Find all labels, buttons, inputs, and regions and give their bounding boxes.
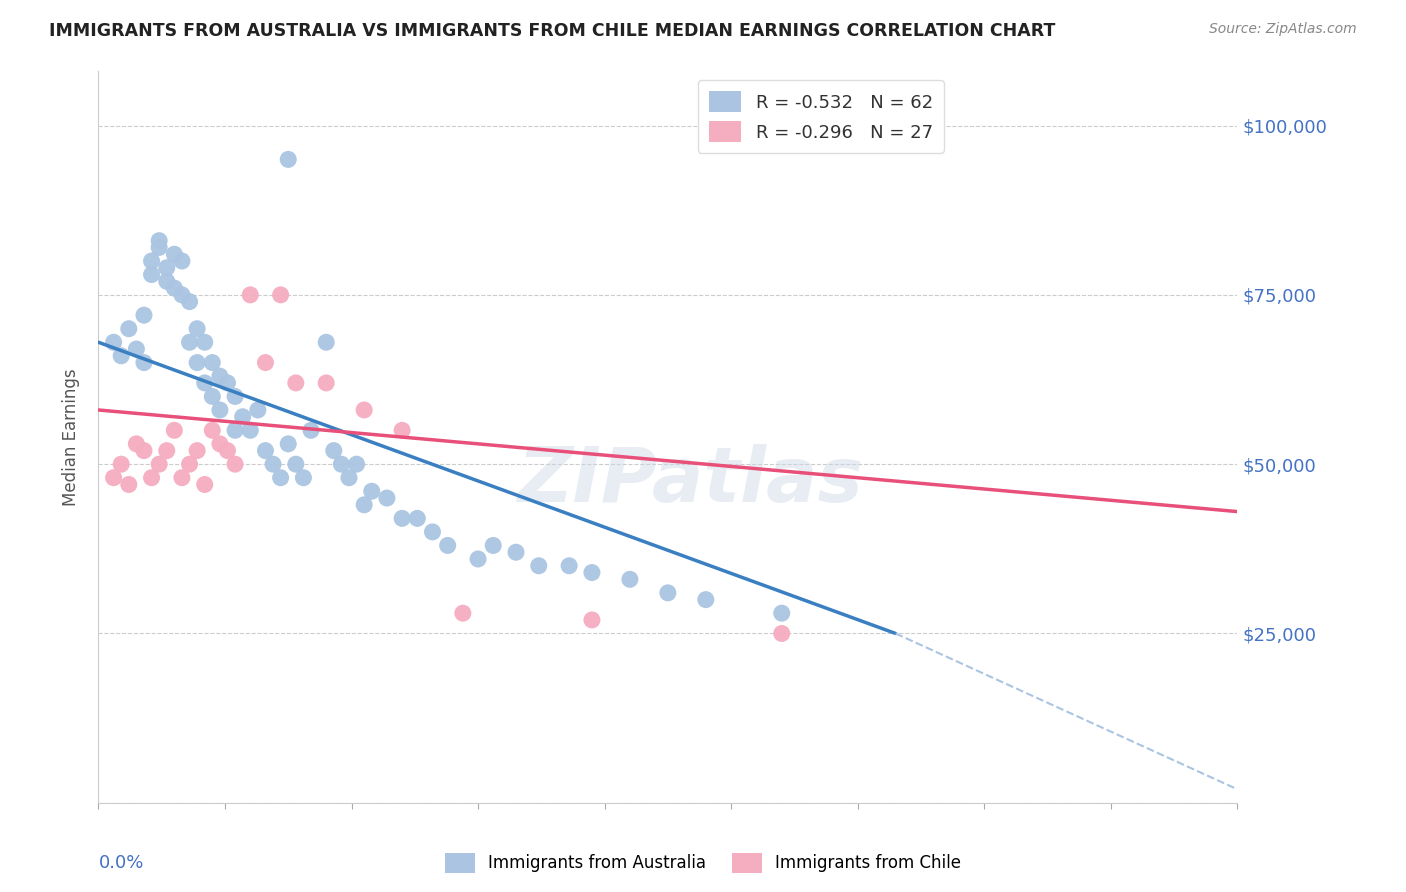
Point (277, 437, 299, 451)
Point (163, 247, 186, 261)
Point (141, 268, 163, 282)
Point (186, 322, 208, 336)
Point (505, 545, 527, 559)
Text: 0.0%: 0.0% (98, 854, 143, 872)
Text: Source: ZipAtlas.com: Source: ZipAtlas.com (1209, 22, 1357, 37)
Point (581, 613, 603, 627)
Point (118, 477, 141, 491)
Point (315, 335, 337, 350)
Point (391, 511, 413, 525)
Point (657, 586, 679, 600)
Point (125, 437, 148, 451)
Point (148, 234, 170, 248)
Point (179, 457, 201, 471)
Point (194, 335, 217, 350)
Point (239, 423, 262, 437)
Point (770, 626, 793, 640)
Point (330, 457, 353, 471)
Point (315, 376, 337, 390)
Point (201, 389, 224, 403)
Legend: R = -0.532   N = 62, R = -0.296   N = 27: R = -0.532 N = 62, R = -0.296 N = 27 (697, 80, 943, 153)
Point (141, 471, 163, 485)
Point (239, 288, 262, 302)
Y-axis label: Median Earnings: Median Earnings (62, 368, 80, 506)
Point (186, 443, 208, 458)
Point (148, 240, 170, 254)
Point (284, 457, 307, 471)
Point (353, 403, 375, 417)
Point (201, 355, 224, 369)
Point (695, 592, 717, 607)
Point (194, 376, 217, 390)
Point (163, 281, 186, 295)
Point (132, 355, 155, 369)
Point (163, 423, 186, 437)
Point (110, 349, 132, 363)
Point (103, 335, 125, 350)
Point (322, 443, 344, 458)
Point (118, 322, 141, 336)
Point (148, 457, 170, 471)
Point (156, 260, 179, 275)
Point (292, 471, 315, 485)
Point (558, 558, 581, 573)
Point (208, 437, 231, 451)
Point (201, 423, 224, 437)
Point (270, 288, 292, 302)
Point (217, 376, 239, 390)
Point (254, 443, 277, 458)
Point (125, 342, 148, 356)
Point (141, 254, 163, 268)
Text: ZIPatlas: ZIPatlas (517, 444, 863, 518)
Point (375, 491, 398, 505)
Point (406, 511, 429, 525)
Point (170, 254, 193, 268)
Point (346, 457, 368, 471)
Point (619, 572, 641, 586)
Point (186, 355, 208, 369)
Point (179, 335, 201, 350)
Point (277, 153, 299, 167)
Point (360, 484, 382, 499)
Point (208, 403, 231, 417)
Point (194, 477, 217, 491)
Point (353, 498, 375, 512)
Point (156, 443, 179, 458)
Point (224, 389, 246, 403)
Point (422, 524, 444, 539)
Point (217, 443, 239, 458)
Legend: Immigrants from Australia, Immigrants from Chile: Immigrants from Australia, Immigrants fr… (439, 847, 967, 880)
Point (337, 471, 360, 485)
Point (232, 409, 254, 424)
Point (254, 355, 277, 369)
Point (527, 558, 550, 573)
Point (451, 606, 474, 620)
Text: IMMIGRANTS FROM AUSTRALIA VS IMMIGRANTS FROM CHILE MEDIAN EARNINGS CORRELATION C: IMMIGRANTS FROM AUSTRALIA VS IMMIGRANTS … (49, 22, 1056, 40)
Point (482, 538, 505, 552)
Point (170, 288, 193, 302)
Point (208, 369, 231, 384)
Point (103, 471, 125, 485)
Point (170, 471, 193, 485)
Point (179, 294, 201, 309)
Point (299, 423, 322, 437)
Point (262, 457, 284, 471)
Point (224, 457, 246, 471)
Point (224, 423, 246, 437)
Point (270, 471, 292, 485)
Point (581, 566, 603, 580)
Point (467, 552, 489, 566)
Point (246, 403, 269, 417)
Point (132, 308, 155, 322)
Point (391, 423, 413, 437)
Point (284, 376, 307, 390)
Point (132, 443, 155, 458)
Point (770, 606, 793, 620)
Point (156, 274, 179, 288)
Point (436, 538, 458, 552)
Point (110, 457, 132, 471)
